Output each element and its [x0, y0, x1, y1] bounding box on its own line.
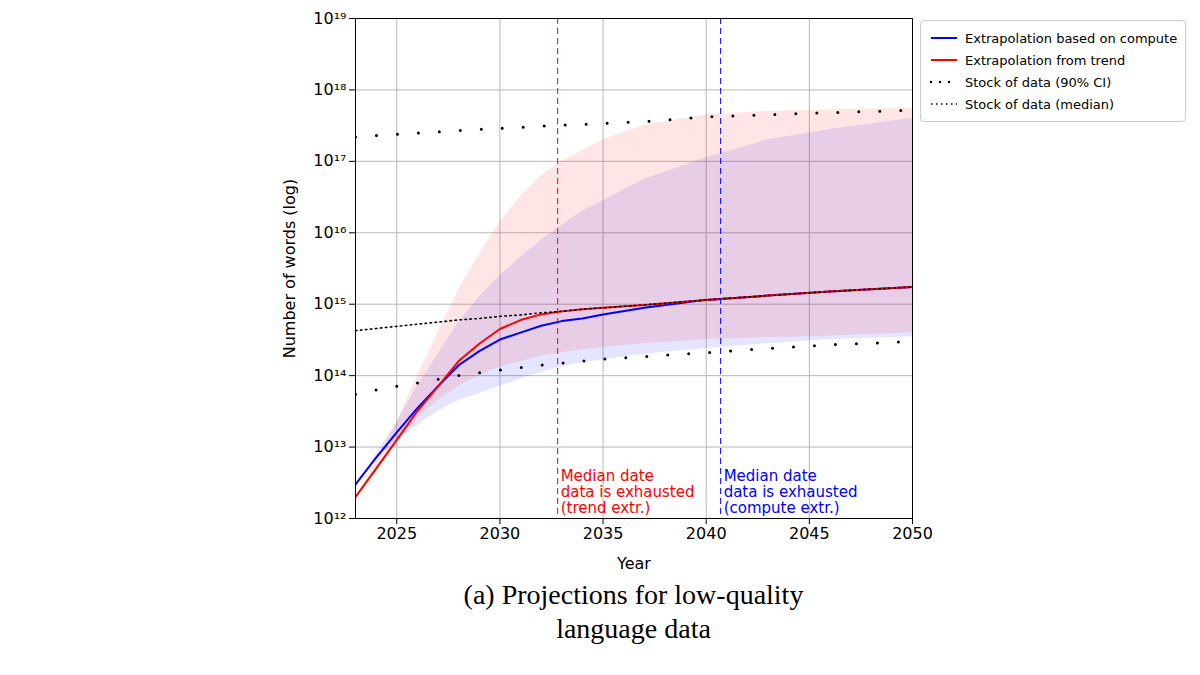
html-text:Stock of data (90% CI): Stock of data (90% CI)	[965, 74, 1112, 90]
svg-text:2025: 2025	[376, 524, 417, 543]
svg-text:Median datedata is exhausted(t: Median datedata is exhausted(trend extr.…	[561, 467, 695, 517]
svg-text:2030: 2030	[480, 524, 521, 543]
svg-text:2045: 2045	[789, 524, 830, 543]
svg-text:10¹²: 10¹²	[313, 509, 346, 528]
svg-text:10¹³: 10¹³	[313, 437, 346, 456]
svg-text:2040: 2040	[686, 524, 727, 543]
html-text:Extrapolation from trend: Extrapolation from trend	[965, 52, 1126, 68]
svg-text:10¹⁸: 10¹⁸	[313, 80, 346, 99]
html-text:Stock of data (median): Stock of data (median)	[965, 96, 1115, 112]
svg-text:Number of words (log): Number of words (log)	[280, 179, 299, 359]
svg-text:10¹⁷: 10¹⁷	[313, 151, 346, 170]
svg-text:10¹⁵: 10¹⁵	[313, 294, 346, 313]
svg-text:10¹⁶: 10¹⁶	[313, 223, 346, 242]
svg-text:2035: 2035	[583, 524, 624, 543]
svg-text:Median datedata is exhausted(c: Median datedata is exhausted(compute ext…	[724, 467, 858, 517]
svg-text:Year: Year	[616, 554, 651, 573]
svg-text:10¹⁴: 10¹⁴	[313, 366, 346, 385]
html-text:Extrapolation based on compute: Extrapolation based on compute	[965, 30, 1178, 46]
svg-text:10¹⁹: 10¹⁹	[313, 9, 346, 28]
html-text:(a) Projections for low-qualit: (a) Projections for low-quality language…	[463, 579, 804, 644]
svg-text:2050: 2050	[892, 524, 933, 543]
